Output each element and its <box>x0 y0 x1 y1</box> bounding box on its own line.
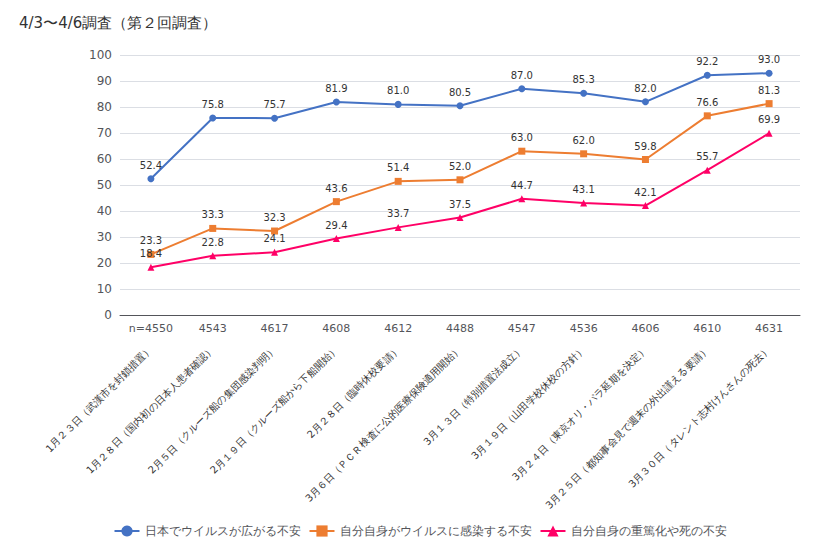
svg-text:90: 90 <box>97 74 112 88</box>
svg-text:60: 60 <box>97 152 112 166</box>
svg-text:80.5: 80.5 <box>449 87 471 98</box>
svg-text:81.3: 81.3 <box>758 85 780 96</box>
svg-text:52.0: 52.0 <box>449 161 471 172</box>
svg-text:75.8: 75.8 <box>202 99 224 110</box>
svg-text:2月２８日（臨時休校要請）: 2月２８日（臨時休校要請） <box>304 343 403 441</box>
svg-text:70: 70 <box>97 126 112 140</box>
svg-text:37.5: 37.5 <box>449 199 471 210</box>
svg-text:55.7: 55.7 <box>696 151 718 162</box>
svg-text:n=4550: n=4550 <box>129 322 173 335</box>
svg-text:3月３０日（タレント志村けんさんの死去）: 3月３０日（タレント志村けんさんの死去） <box>626 343 773 490</box>
svg-text:1月２３日（武漢市を封鎖措置）: 1月２３日（武漢市を封鎖措置） <box>44 343 155 454</box>
svg-text:33.3: 33.3 <box>202 209 224 220</box>
svg-text:33.7: 33.7 <box>387 208 409 219</box>
svg-text:50: 50 <box>97 178 112 192</box>
svg-text:93.0: 93.0 <box>758 54 780 65</box>
svg-text:23.3: 23.3 <box>140 235 162 246</box>
svg-text:4612: 4612 <box>384 322 412 335</box>
svg-text:85.3: 85.3 <box>573 74 595 85</box>
svg-text:44.7: 44.7 <box>511 180 533 191</box>
svg-text:43.6: 43.6 <box>325 183 347 194</box>
svg-text:75.7: 75.7 <box>263 99 285 110</box>
svg-text:日本でウイルスが広がる不安: 日本でウイルスが広がる不安 <box>145 524 301 538</box>
svg-text:10: 10 <box>97 282 112 296</box>
svg-text:2月５日（クルーズ船の集団感染判明）: 2月５日（クルーズ船の集団感染判明） <box>146 343 278 475</box>
svg-text:42.1: 42.1 <box>634 187 656 198</box>
svg-text:4606: 4606 <box>631 322 659 335</box>
svg-text:52.4: 52.4 <box>140 160 162 171</box>
svg-text:80: 80 <box>97 100 112 114</box>
svg-text:3月１９日（山田学校休校の方針）: 3月１９日（山田学校休校の方針） <box>469 343 587 461</box>
svg-text:20: 20 <box>97 256 112 270</box>
svg-text:22.8: 22.8 <box>202 237 224 248</box>
svg-text:4610: 4610 <box>693 322 721 335</box>
svg-text:4536: 4536 <box>570 322 598 335</box>
svg-text:40: 40 <box>97 204 112 218</box>
svg-text:30: 30 <box>97 230 112 244</box>
svg-text:59.8: 59.8 <box>634 141 656 152</box>
svg-text:100: 100 <box>89 48 112 62</box>
svg-text:自分自身がウイルスに感染する不安: 自分自身がウイルスに感染する不安 <box>340 524 532 538</box>
svg-text:自分自身の重篤化や死の不安: 自分自身の重篤化や死の不安 <box>571 524 727 538</box>
svg-text:63.0: 63.0 <box>511 132 533 143</box>
svg-text:3月６日（ＰＣＲ検査に公的医療保険適用開始）: 3月６日（ＰＣＲ検査に公的医療保険適用開始） <box>303 343 464 504</box>
svg-text:3月２５日（都知事会見で週末の外出謹える要請）: 3月２５日（都知事会見で週末の外出謹える要請） <box>543 343 712 511</box>
svg-text:81.0: 81.0 <box>387 85 409 96</box>
svg-text:69.9: 69.9 <box>758 114 780 125</box>
svg-text:76.6: 76.6 <box>696 97 718 108</box>
svg-text:4488: 4488 <box>446 322 474 335</box>
svg-text:32.3: 32.3 <box>263 212 285 223</box>
svg-text:1月２８日（国内初の日本人患者確認）: 1月２８日（国内初の日本人患者確認） <box>84 343 216 475</box>
svg-text:18.4: 18.4 <box>140 248 162 259</box>
svg-text:3月２４日（東京オリ・パラ延期を決定）: 3月２４日（東京オリ・パラ延期を決定） <box>510 343 650 483</box>
svg-text:0: 0 <box>104 308 112 322</box>
svg-text:62.0: 62.0 <box>573 135 595 146</box>
svg-text:29.4: 29.4 <box>325 220 347 231</box>
svg-text:2月１９日（クルーズ船から下船開始）: 2月１９日（クルーズ船から下船開始） <box>208 343 340 475</box>
svg-text:4617: 4617 <box>261 322 289 335</box>
svg-text:92.2: 92.2 <box>696 56 718 67</box>
svg-text:4/3〜4/6調査（第２回調査）: 4/3〜4/6調査（第２回調査） <box>19 14 217 32</box>
svg-text:87.0: 87.0 <box>511 70 533 81</box>
svg-text:4631: 4631 <box>755 322 783 335</box>
svg-text:4608: 4608 <box>322 322 350 335</box>
svg-text:4547: 4547 <box>508 322 536 335</box>
svg-text:43.1: 43.1 <box>573 184 595 195</box>
svg-text:81.9: 81.9 <box>325 83 347 94</box>
svg-text:4543: 4543 <box>199 322 227 335</box>
svg-text:3月１３日（特別措置法成立）: 3月１３日（特別措置法成立） <box>422 343 526 447</box>
svg-text:24.1: 24.1 <box>263 233 285 244</box>
svg-text:82.0: 82.0 <box>634 83 656 94</box>
svg-text:51.4: 51.4 <box>387 162 409 173</box>
